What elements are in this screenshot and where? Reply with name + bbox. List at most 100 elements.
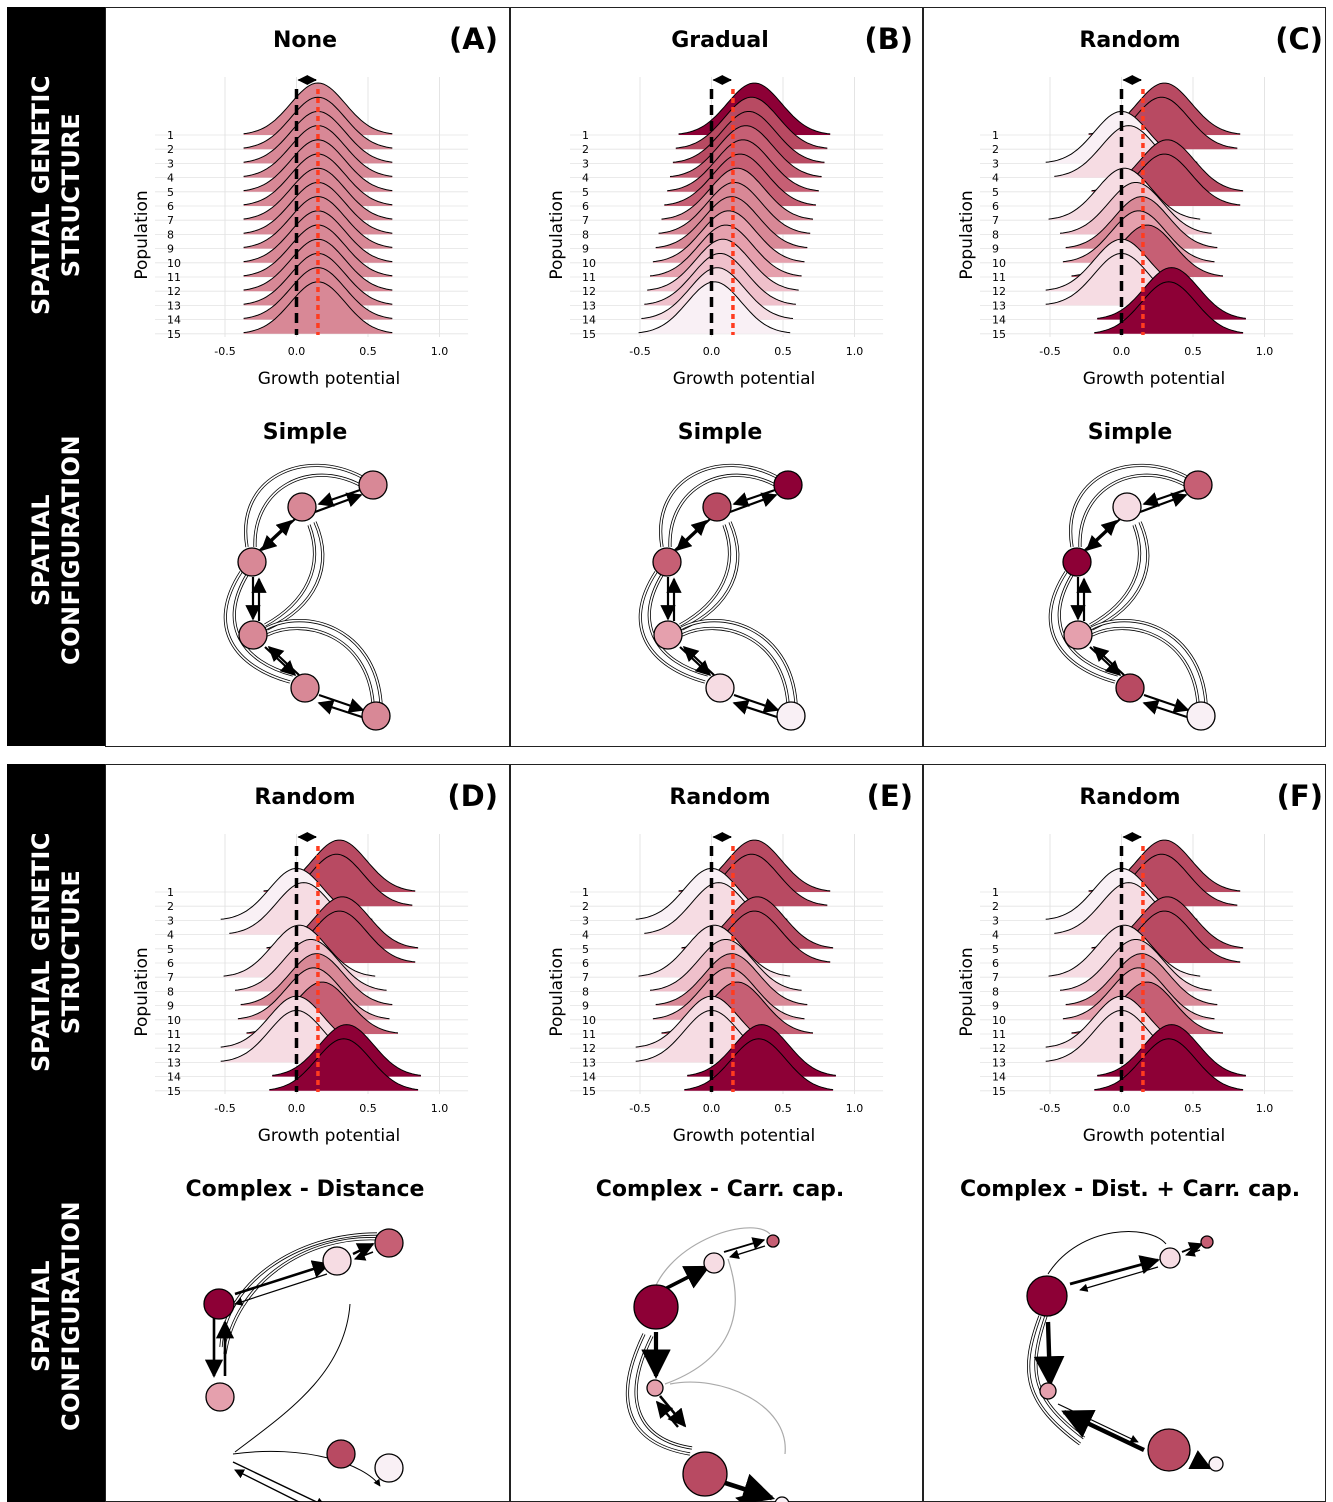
population-tick: 10 [582,1014,596,1027]
population-tick: 12 [167,285,181,298]
population-tick: 11 [582,271,596,284]
edge-inner [681,521,739,630]
population-tick: 8 [167,985,174,998]
edge-inner [1089,524,1141,626]
population-node [652,547,682,577]
edge-line [1047,1231,1167,1275]
x-tick-label: -0.5 [629,345,650,358]
edge-outline [266,626,375,704]
x-tick-label: 0.0 [1113,1102,1131,1115]
ridge-line [240,953,393,1005]
x-tick-label: 1.0 [1256,1102,1274,1115]
population-tick: 5 [582,186,589,199]
y-axis-label: Population [957,190,977,279]
ridge-line [638,924,791,977]
population-node [1063,620,1093,650]
edge-arrow [1139,492,1188,514]
x-tick-label: 0.0 [1113,345,1131,358]
ridge-line [1062,210,1215,263]
edge-arrow [234,1260,331,1296]
edge-arrow [1033,1321,1065,1388]
panel-tag: (B) [864,22,913,56]
population-node [646,1379,664,1397]
population-tick: 6 [167,957,174,970]
edge-inner [659,464,778,548]
edge-arrow [1143,693,1190,713]
population-tick: 9 [992,243,999,256]
ridge-line [672,111,825,163]
ridge-line [1062,967,1215,1020]
population-tick: 8 [992,228,999,241]
population-tick: 10 [582,257,596,270]
population-tick: 12 [992,285,1006,298]
ridge-line [234,939,387,991]
ridge-line [243,267,393,319]
population-tick: 13 [167,299,181,312]
population-tick: 3 [167,157,174,170]
panel-tag: (A) [449,22,498,56]
ridge-line [664,153,816,206]
edge-arrow [1085,518,1121,552]
population-tick: 9 [582,1000,589,1013]
population-tick: 13 [167,1056,181,1069]
edge-arrow [682,645,715,676]
population-node [702,492,732,522]
edge-arrow [234,1273,328,1306]
population-tick: 2 [992,143,999,156]
ridge-fill [1094,281,1244,334]
x-tick-label: 0.0 [703,1102,721,1115]
edge-line [234,1303,351,1453]
population-tick: 1 [582,129,589,142]
ridge-line [647,238,799,291]
population-node [358,470,388,500]
population-node [766,1234,780,1248]
x-tick-label: 0.0 [288,345,306,358]
population-node [361,701,391,731]
ridge-fill [638,281,791,334]
population-tick: 9 [167,1000,174,1013]
population-tick: 1 [992,129,999,142]
population-node [653,620,683,650]
population-tick: 6 [992,200,999,213]
ridge-line [1097,1024,1246,1076]
x-axis-label: Growth potential [258,369,401,389]
ridge-line [638,281,791,334]
population-node [1112,492,1142,522]
population-tick: 11 [992,271,1006,284]
population-node [774,1496,790,1502]
edge-arrow [1185,1247,1201,1257]
ridge-line [1048,167,1201,220]
population-tick: 14 [167,314,181,327]
edge-arrow [318,693,365,713]
structure-title: None [273,28,337,53]
edge-arrow [732,487,779,507]
ridge-line [687,1024,836,1076]
population-tick: 15 [992,328,1006,341]
population-node [1115,673,1145,703]
x-tick-label: 1.0 [1256,345,1274,358]
edge-inner [681,627,789,704]
population-tick: 3 [167,914,174,927]
x-tick-label: 0.5 [774,345,792,358]
edge-inner [224,571,291,683]
population-tick: 10 [992,1014,1006,1027]
ridge-line [661,167,814,220]
ridge-line [223,924,376,977]
edge-line [664,1258,736,1385]
population-tick: 14 [582,1071,596,1084]
population-tick: 6 [582,957,589,970]
y-axis-label: Population [957,947,977,1036]
population-tick: 8 [582,985,589,998]
population-tick: 11 [167,1028,181,1041]
x-axis-label: Growth potential [258,1126,401,1146]
x-tick-label: 1.0 [846,345,864,358]
side-bar-bottom [7,764,105,1502]
population-node [1147,1428,1191,1472]
population-node [326,1439,356,1469]
edge-arrow [1092,645,1125,676]
population-tick: 13 [582,1056,596,1069]
population-node [203,1288,235,1320]
